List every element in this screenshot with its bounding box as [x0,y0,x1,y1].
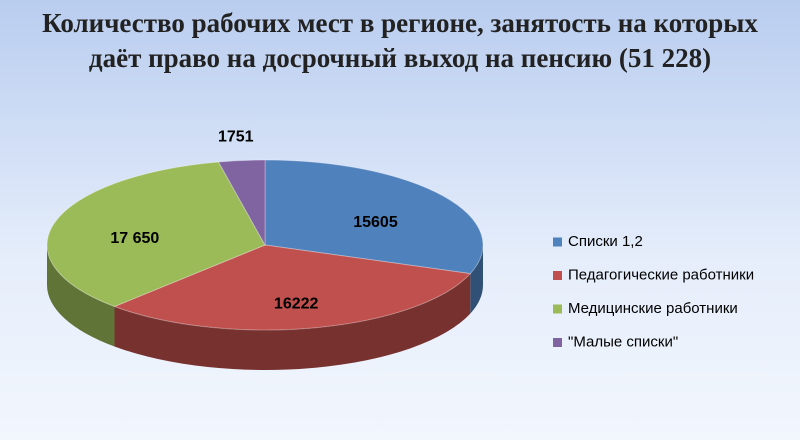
legend-label: Педагогические работники [568,266,754,283]
data-label: 16222 [274,295,319,312]
legend-swatch [553,304,562,314]
legend-swatch [553,271,562,280]
legend-swatch [553,237,562,247]
legend-label: Медицинские работники [568,300,738,317]
legend-label: "Малые списки" [568,333,678,350]
legend-label: Списки 1,2 [568,233,643,250]
pie-side [470,245,483,314]
pie-side [114,273,471,370]
data-label: 17 650 [110,230,159,247]
pie-slice [113,244,472,331]
data-label: 1751 [218,129,254,146]
pie-slice [46,161,266,308]
pie-side [47,245,115,347]
pie-slice [264,159,484,275]
chart-title: Количество рабочих мест в регионе, занят… [42,8,758,73]
data-label: 15605 [353,214,398,231]
pie-slice [217,159,266,247]
legend-swatch [553,338,562,347]
